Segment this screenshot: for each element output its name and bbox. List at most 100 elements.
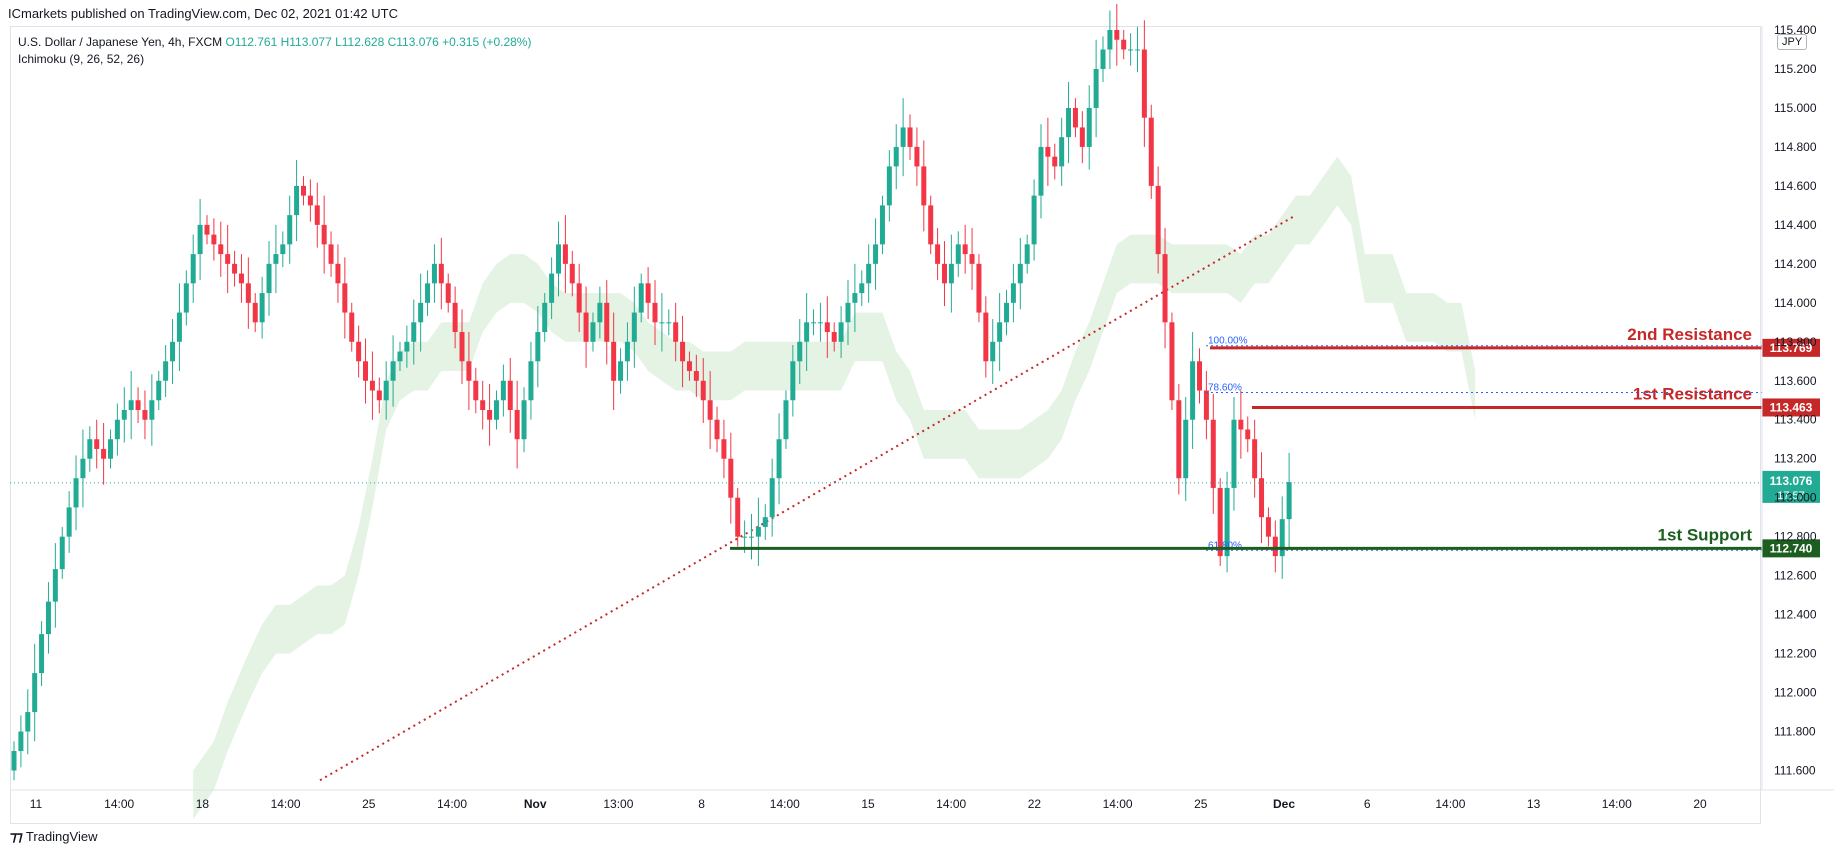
candle-body [790,361,796,401]
y-tick-label: 114.600 [1774,179,1817,193]
candle-body [962,244,968,255]
symbol-title[interactable]: U.S. Dollar / Japanese Yen, 4h, FXCM [18,35,223,49]
candle-body [1059,137,1065,167]
y-tick-label: 114.800 [1774,140,1817,154]
candle-body [997,322,1003,342]
candle-body [1017,263,1023,284]
candle-body [624,341,630,362]
tradingview-logo[interactable]: ⁊⁊ TradingView [10,828,97,845]
candle-body [94,439,100,449]
candle-body [514,410,520,440]
candle-body [1010,283,1016,303]
candle-body [1272,536,1278,557]
candle-body [266,263,272,294]
candle-body [1203,390,1209,420]
candle-body [107,439,113,459]
level-price-tag [1762,338,1820,357]
candle-body [569,263,575,284]
candle-body [452,302,458,333]
x-tick-label: 15 [861,797,875,811]
candle-body [811,322,817,324]
x-tick-label: 13:00 [603,797,633,811]
candle-body [645,283,651,303]
candle-body [1038,146,1044,196]
candle-body [1210,419,1216,488]
candle-body [748,536,754,538]
candle-body [1169,322,1175,401]
candle-body [549,273,555,303]
candle-body [45,601,51,635]
candle-body [838,322,844,342]
y-tick-label: 114.400 [1774,218,1817,232]
candle-body [1176,400,1182,479]
currency-badge[interactable]: JPY [1777,34,1808,50]
candle-body [866,263,872,284]
candle-body [1155,185,1161,255]
x-tick-label: Nov [524,797,547,811]
candle-body [1231,419,1237,488]
x-tick-label: 14:00 [1435,797,1465,811]
candle-body [1052,156,1058,167]
candle-body [680,341,686,362]
candle-body [562,244,568,264]
candle-body [852,293,858,303]
candle-body [176,312,182,342]
candle-body [824,322,830,333]
candle-body [521,400,527,440]
candle-body [32,673,38,713]
x-tick-label: 14:00 [104,797,134,811]
y-tick-label: 112.200 [1774,647,1817,661]
candles [11,4,1292,781]
y-tick-label: 111.800 [1774,725,1816,739]
tradingview-logo-text: TradingView [25,829,98,844]
x-tick-label: 8 [698,797,705,811]
trendline-line [319,214,1297,782]
publisher-attribution: ICmarkets published on TradingView.com, … [8,6,398,21]
candle-body [80,458,86,479]
y-tick-label: 113.000 [1774,491,1817,505]
candle-body [1093,68,1099,108]
candle-body [1162,254,1168,323]
level-name: 2nd Resistance [1627,325,1752,344]
candle-body [252,302,258,323]
candle-body [618,361,624,381]
candle-body [1197,361,1203,391]
y-tick-label: 112.600 [1774,569,1817,583]
ichimoku-legend[interactable]: Ichimoku (9, 26, 52, 26) [18,52,145,66]
candle-body [914,146,920,167]
y-tick-label: 113.800 [1774,335,1817,349]
candle-body [218,244,224,255]
y-tick-label: 113.600 [1774,374,1817,388]
candle-body [921,166,927,206]
candle-body [776,439,782,479]
candle-body [907,127,913,147]
candle-body [1086,107,1092,147]
candle-body [597,302,603,323]
candle-body [259,293,265,323]
candle-body [721,439,727,459]
candle-body [493,400,499,420]
candle-body [1224,487,1230,557]
candle-body [376,390,382,401]
candle-body [273,254,279,264]
candle-body [535,332,541,362]
candle-body [342,283,348,313]
candle-body [390,361,396,381]
candle-body [879,205,885,245]
candle-body [232,263,238,274]
candle-body [1265,517,1271,537]
candle-body [638,283,644,313]
fib-label: 61.80% [1208,540,1242,551]
candle-body [156,380,162,401]
candle-body [225,254,231,264]
x-tick-label: 14:00 [437,797,467,811]
candle-body [149,400,155,420]
candle-body [473,380,479,401]
candle-body [728,458,734,498]
candle-body [714,419,720,440]
candle-body [804,322,810,342]
x-tick-label: 13 [1527,797,1541,811]
candle-body [1114,30,1120,40]
x-tick-label: 14:00 [1103,797,1133,811]
